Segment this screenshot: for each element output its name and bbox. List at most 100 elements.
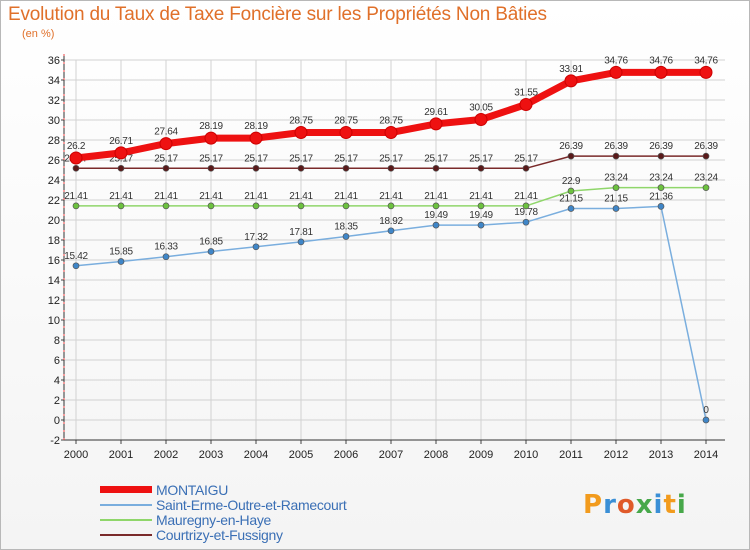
x-tick-label: 2008: [424, 449, 448, 461]
logo-letter: r: [603, 490, 617, 520]
x-tick-label: 2009: [469, 449, 493, 461]
data-point: [159, 137, 173, 151]
data-label: 28.19: [199, 121, 223, 132]
data-point: [429, 117, 443, 131]
data-point: [702, 184, 710, 191]
data-point: [477, 202, 485, 210]
data-label: 25.17: [379, 153, 403, 164]
data-point: [162, 253, 170, 261]
y-tick-label: 2: [54, 395, 60, 407]
chart-title: Evolution du Taux de Taxe Foncière sur l…: [8, 4, 547, 25]
x-tick-label: 2014: [694, 449, 718, 461]
logo-letter: o: [616, 490, 636, 520]
data-point: [474, 113, 488, 126]
data-point: [342, 233, 350, 240]
data-point: [567, 205, 575, 212]
logo-letter: x: [635, 490, 654, 520]
data-label: 21.41: [109, 191, 133, 202]
data-label: 28.75: [334, 116, 358, 127]
data-point: [387, 164, 395, 172]
data-point: [612, 184, 620, 191]
data-point: [342, 164, 350, 172]
legend-swatch-saint-erme: [100, 504, 152, 506]
proxiti-logo: Proxiti: [583, 490, 687, 520]
x-tick-label: 2012: [604, 449, 628, 461]
data-label: 21.36: [649, 191, 673, 202]
data-point: [162, 164, 170, 172]
data-point: [162, 202, 170, 210]
y-tick-label: 14: [48, 275, 60, 287]
data-label: 26.39: [694, 141, 718, 152]
data-point: [252, 202, 260, 210]
data-label: 21.41: [514, 191, 538, 202]
data-label: 19.49: [424, 210, 448, 221]
data-label: 26.39: [559, 141, 583, 152]
data-label: 26.71: [109, 136, 133, 147]
x-tick-label: 2011: [559, 449, 583, 461]
data-point: [522, 218, 530, 226]
data-point: [117, 164, 125, 172]
data-point: [207, 164, 215, 172]
data-point: [72, 202, 80, 210]
logo-letter: i: [676, 490, 687, 520]
data-label: 23.24: [649, 173, 673, 184]
data-point: [657, 152, 665, 160]
data-label: 31.55: [514, 88, 538, 99]
legend-label-courtrizy: Courtrizy-et-Fussigny: [156, 527, 283, 543]
logo-letter: t: [663, 490, 677, 520]
x-tick-label: 2004: [244, 449, 268, 461]
data-point: [567, 152, 575, 160]
data-label: 21.41: [469, 191, 493, 202]
data-label: 23.24: [604, 173, 628, 184]
legend-swatch-courtrizy: [100, 534, 152, 536]
data-point: [657, 203, 665, 210]
data-label: 21.41: [199, 191, 223, 202]
data-label: 21.41: [334, 191, 358, 202]
x-tick-label: 2005: [289, 449, 313, 461]
y-tick-label: -2: [50, 435, 60, 447]
y-tick-label: 4: [54, 375, 60, 387]
x-tick-label: 2013: [649, 449, 673, 461]
data-label: 26.39: [604, 141, 628, 152]
data-label: 21.41: [379, 191, 403, 202]
chart-unit-label: (en %): [22, 28, 55, 40]
data-label: 21.15: [604, 194, 628, 205]
data-point: [432, 221, 440, 229]
data-point: [207, 248, 215, 255]
legend-swatch-montaigu: [100, 486, 152, 493]
y-tick-label: 30: [48, 115, 60, 127]
data-label: 21.41: [64, 191, 88, 202]
data-point: [249, 131, 263, 145]
data-label: 28.75: [379, 116, 403, 127]
data-point: [294, 126, 308, 139]
data-point: [477, 164, 485, 172]
data-point: [612, 205, 620, 212]
data-label: 15.42: [64, 251, 88, 262]
data-point: [297, 238, 305, 246]
y-tick-label: 28: [48, 135, 60, 147]
data-label: 19.78: [514, 207, 538, 218]
y-tick-label: 16: [48, 255, 60, 267]
data-label: 23.24: [694, 173, 718, 184]
data-point: [702, 416, 710, 424]
logo-letter: i: [653, 490, 664, 520]
data-label: 0: [703, 405, 709, 416]
data-point: [384, 126, 398, 139]
legend-label-montaigu: MONTAIGU: [156, 482, 229, 498]
data-label: 15.85: [109, 247, 133, 258]
data-label: 29.61: [424, 107, 448, 118]
x-tick-label: 2001: [109, 449, 133, 461]
data-label: 21.15: [559, 194, 583, 205]
data-label: 18.35: [334, 222, 358, 233]
y-tick-label: 18: [48, 235, 60, 247]
data-label: 21.41: [424, 191, 448, 202]
data-label: 34.76: [649, 55, 673, 66]
data-point: [72, 164, 80, 172]
y-tick-label: 22: [48, 195, 60, 207]
data-point: [117, 258, 125, 265]
y-tick-label: 8: [54, 335, 60, 347]
data-label: 26.39: [649, 141, 673, 152]
data-point: [564, 74, 578, 88]
